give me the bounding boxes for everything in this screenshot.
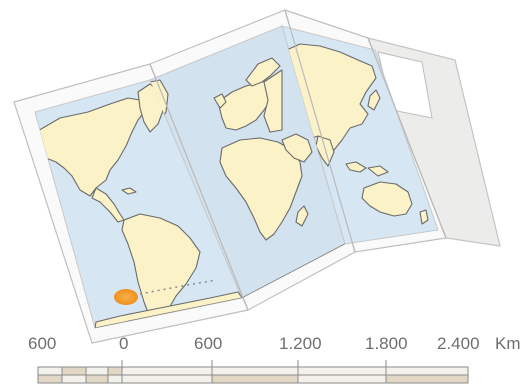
- north-america: [35, 97, 147, 197]
- scale-label-600: 600: [194, 334, 222, 353]
- scale-bar-labels: 600 0 600 1.200 1.800 2.400 Km: [28, 334, 521, 353]
- scale-label-1200: 1.200: [279, 334, 322, 353]
- scale-label-600-left: 600: [28, 334, 56, 353]
- south-america-west: [121, 213, 201, 323]
- location-marker: [114, 279, 217, 305]
- arabia: [281, 133, 313, 163]
- antarctica-left: [94, 291, 242, 328]
- location-dot-icon: [114, 289, 138, 305]
- caribbean-islands: [121, 187, 137, 195]
- map-fold-lines: [149, 9, 447, 311]
- indonesia-east: [367, 165, 389, 177]
- new-zealand: [419, 209, 429, 225]
- japan: [367, 89, 381, 111]
- scandinavia: [245, 57, 281, 87]
- scale-unit-label: Km: [495, 334, 521, 353]
- central-america: [91, 187, 125, 223]
- british-isles: [213, 93, 227, 109]
- scale-label-1800: 1.800: [365, 334, 408, 353]
- africa: [219, 137, 303, 241]
- madagascar: [295, 205, 309, 227]
- map-land-left-panel: [35, 83, 242, 328]
- scale-label-2400: 2.400: [437, 334, 480, 353]
- asia-west: [263, 69, 283, 133]
- scale-bar: [37, 360, 469, 384]
- scale-label-0: 0: [119, 334, 128, 353]
- australia: [361, 181, 413, 217]
- indonesia: [345, 161, 367, 173]
